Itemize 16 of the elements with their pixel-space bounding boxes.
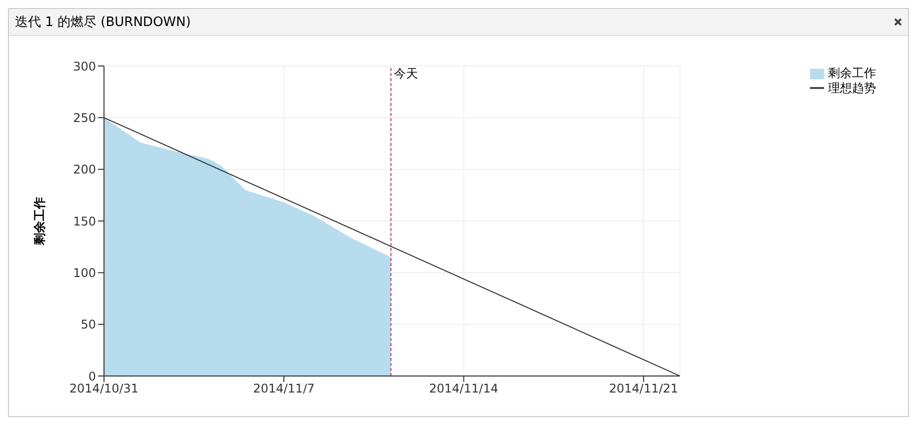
chart-title: 迭代 1 的燃尽 (BURNDOWN) — [15, 14, 191, 31]
y-tick-label: 200 — [73, 162, 96, 177]
ref-line-label: 今天 — [394, 66, 418, 81]
y-tick-label: 250 — [73, 110, 96, 125]
y-tick-label: 300 — [73, 59, 96, 74]
x-tick-label: 2014/11/7 — [253, 382, 315, 396]
y-tick-label: 150 — [73, 214, 96, 228]
y-tick-label: 50 — [80, 318, 96, 332]
legend-label: 剩余工作 — [828, 66, 876, 80]
y-tick-label: 0 — [88, 369, 96, 384]
y-tick-label: 100 — [73, 266, 96, 280]
y-axis-title: 剩余工作 — [32, 197, 46, 246]
x-tick-label: 2014/10/31 — [69, 382, 139, 396]
x-tick-label: 2014/11/14 — [429, 382, 498, 396]
legend-label: 理想趋势 — [828, 80, 876, 95]
x-tick-label: 2014/11/21 — [609, 382, 678, 396]
